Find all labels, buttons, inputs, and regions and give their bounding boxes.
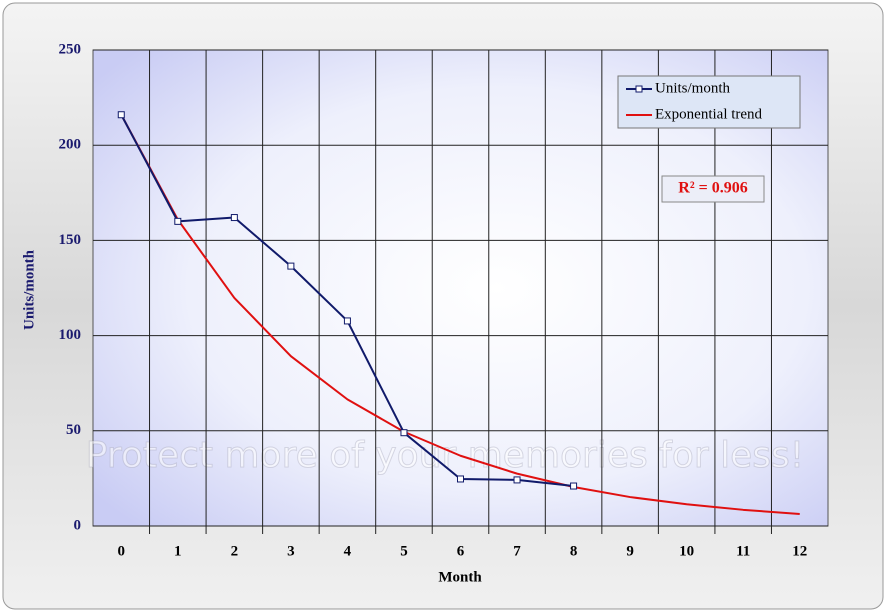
annotation-box <box>661 175 765 203</box>
data-point <box>457 475 464 483</box>
x-tick-label: 1 <box>174 543 182 559</box>
x-tick-label: 10 <box>679 543 694 559</box>
data-point <box>343 317 351 325</box>
x-tick-label: 0 <box>118 543 126 559</box>
legend-label: Units/month <box>655 80 731 96</box>
legend-label: Exponential trend <box>655 106 763 122</box>
legend: Units/month Exponential trend <box>617 75 801 129</box>
watermark: Protect more of your memories for less! <box>86 435 804 476</box>
legend-box <box>617 75 801 129</box>
y-tick-label: 50 <box>66 422 81 438</box>
y-tick-label: 100 <box>59 327 82 343</box>
x-tick-label: 8 <box>570 543 578 559</box>
x-tick-label: 3 <box>287 543 295 559</box>
x-tick-label: 9 <box>626 543 634 559</box>
data-point <box>570 482 578 490</box>
data-point <box>174 217 182 225</box>
x-axis-title: Month <box>438 569 482 585</box>
legend-marker <box>635 85 643 93</box>
data-point <box>287 262 295 270</box>
data-point <box>513 476 521 484</box>
x-tick-label: 2 <box>231 543 239 559</box>
y-tick-label: 250 <box>59 41 82 57</box>
x-tick-label: 5 <box>400 543 408 559</box>
data-point <box>230 214 238 222</box>
y-tick-label: 0 <box>74 517 82 533</box>
x-tick-label: 4 <box>344 543 352 559</box>
y-tick-label: 200 <box>59 137 82 153</box>
y-tick-label: 150 <box>59 232 82 248</box>
plot-area <box>92 49 829 527</box>
x-tick-label: 11 <box>736 543 750 559</box>
x-tick-label: 6 <box>457 543 465 559</box>
data-point <box>117 111 125 119</box>
annotation: R² = 0.906 <box>678 180 747 197</box>
x-tick-label: 7 <box>513 543 521 559</box>
y-axis-title: Units/month <box>21 249 37 330</box>
data-point <box>400 429 408 437</box>
series-line <box>120 114 800 516</box>
x-tick-label: 12 <box>792 543 807 559</box>
